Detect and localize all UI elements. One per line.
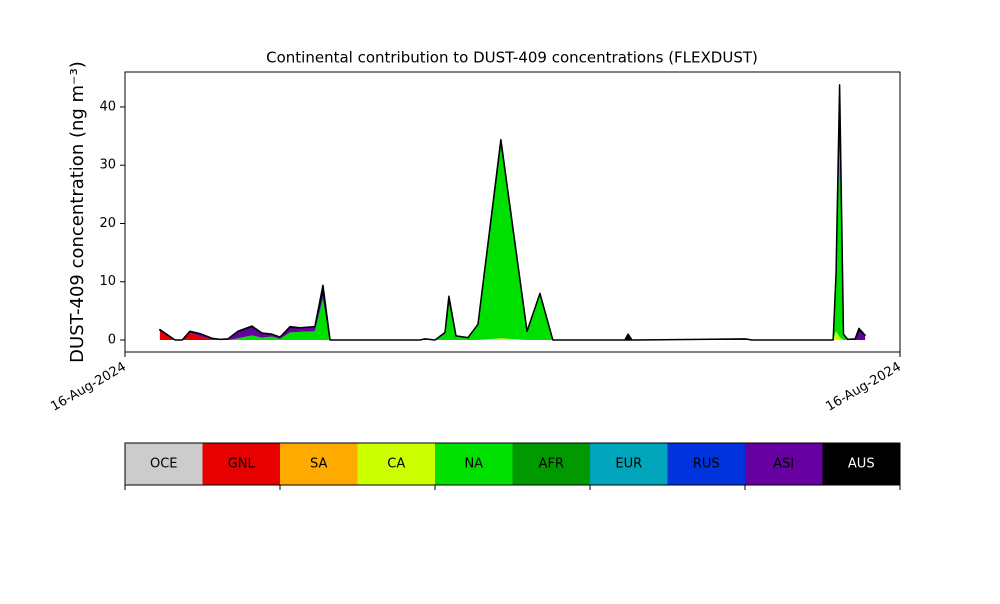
legend-label: CA (387, 457, 405, 472)
y-tick-label: 30 (99, 158, 116, 173)
x-tick-label: 16-Aug-2024 (48, 360, 128, 415)
legend-label: OCE (150, 457, 178, 472)
legend-label: AUS (848, 457, 875, 472)
area (159, 140, 866, 340)
legend-swatch (745, 443, 823, 485)
y-axis-label: DUST-409 concentration (ng m⁻³) (67, 61, 88, 363)
legend-label: NA (464, 457, 483, 472)
legend-label: GNL (228, 457, 256, 472)
y-tick-label: 10 (99, 274, 116, 289)
legend-swatch (202, 443, 280, 485)
chart-title: Continental contribution to DUST-409 con… (266, 49, 758, 67)
legend-swatch (357, 443, 435, 485)
legend-swatch (125, 443, 203, 485)
plot-area (159, 84, 866, 341)
y-tick-label: 0 (108, 332, 116, 347)
legend-swatch (822, 443, 900, 485)
legend-swatch (590, 443, 668, 485)
legend-label: EUR (615, 457, 642, 472)
y-tick-label: 40 (99, 99, 116, 114)
legend-swatch (280, 443, 358, 485)
legend-label: AFR (539, 457, 564, 472)
x-tick-label: 16-Aug-2024 (823, 360, 903, 415)
legend-swatch (435, 443, 513, 485)
y-tick-label: 20 (99, 216, 116, 231)
colorbar-legend: OCE GNL SA CA NA AFR EUR RUS ASI AUS (124, 442, 901, 490)
area (159, 84, 866, 341)
legend-swatch (512, 443, 590, 485)
legend-frame (124, 442, 901, 486)
legend-label: RUS (693, 457, 720, 472)
legend-swatch (667, 443, 745, 485)
legend-label: ASI (773, 457, 794, 472)
legend-label: SA (310, 457, 327, 472)
plot-frame (124, 71, 901, 353)
